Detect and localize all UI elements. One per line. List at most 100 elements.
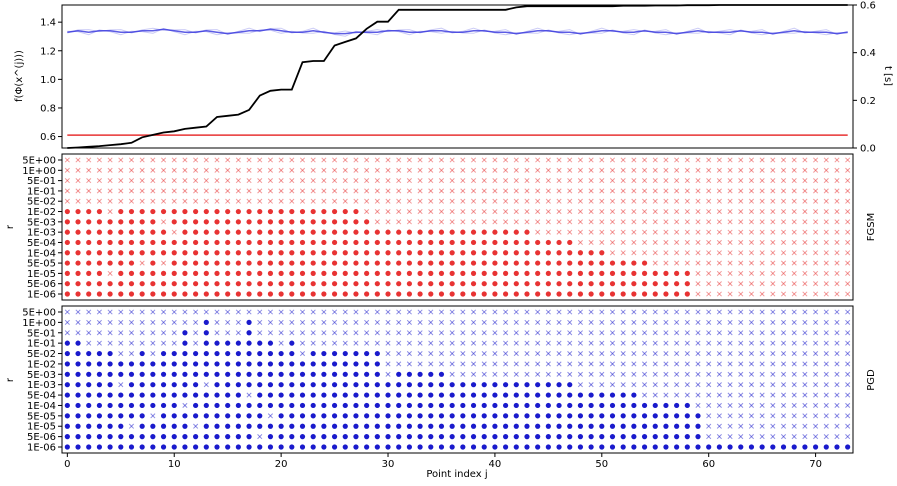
fail-cross bbox=[738, 157, 744, 163]
success-dot bbox=[417, 239, 423, 246]
fail-cross bbox=[759, 260, 765, 266]
success-dot bbox=[257, 402, 263, 409]
fail-cross bbox=[214, 167, 220, 173]
fail-cross bbox=[545, 167, 551, 173]
fail-cross bbox=[332, 340, 338, 346]
fail-cross bbox=[802, 371, 808, 377]
fail-cross bbox=[706, 319, 712, 325]
fail-cross bbox=[160, 167, 167, 173]
fail-cross bbox=[535, 330, 541, 336]
fail-cross bbox=[342, 198, 348, 204]
success-dot bbox=[86, 260, 92, 266]
fail-cross bbox=[748, 229, 755, 235]
success-dot bbox=[470, 239, 477, 246]
fail-cross bbox=[193, 330, 199, 336]
success-dot bbox=[567, 423, 573, 429]
success-dot bbox=[150, 239, 156, 246]
fail-cross bbox=[780, 434, 787, 440]
success-dot bbox=[214, 229, 220, 235]
fail-cross bbox=[780, 392, 787, 398]
fail-cross bbox=[160, 198, 167, 204]
fail-cross bbox=[299, 167, 306, 173]
fail-cross bbox=[834, 423, 840, 429]
fail-cross bbox=[193, 423, 199, 429]
fail-cross bbox=[845, 188, 851, 194]
success-dot bbox=[193, 392, 199, 398]
success-dot bbox=[364, 402, 370, 409]
fail-cross bbox=[577, 340, 583, 346]
fail-cross bbox=[813, 229, 819, 235]
fail-cross bbox=[513, 219, 519, 225]
fail-cross bbox=[567, 157, 573, 163]
success-dot bbox=[118, 239, 124, 246]
success-dot bbox=[246, 208, 252, 215]
fail-cross bbox=[791, 340, 797, 346]
fail-cross bbox=[727, 350, 733, 357]
success-dot bbox=[257, 250, 263, 256]
success-dot bbox=[556, 423, 562, 429]
success-dot bbox=[75, 260, 81, 266]
fail-cross bbox=[631, 157, 637, 163]
fail-cross bbox=[86, 167, 92, 173]
success-dot bbox=[139, 423, 145, 429]
success-dot bbox=[107, 281, 113, 287]
fail-cross bbox=[396, 167, 402, 173]
success-dot bbox=[556, 382, 562, 388]
success-dot bbox=[470, 250, 477, 256]
y-tick-label: 1E-03 bbox=[27, 228, 56, 239]
success-dot bbox=[417, 270, 423, 276]
success-dot bbox=[139, 219, 145, 225]
fail-cross bbox=[716, 309, 722, 315]
fail-cross bbox=[406, 167, 412, 173]
success-dot bbox=[257, 423, 263, 429]
success-dot bbox=[246, 402, 252, 409]
success-dot bbox=[545, 392, 551, 398]
fail-cross bbox=[791, 198, 797, 204]
fail-cross bbox=[513, 208, 519, 215]
fail-cross bbox=[588, 157, 594, 163]
fail-cross bbox=[652, 260, 658, 266]
fail-cross bbox=[470, 319, 477, 325]
success-dot bbox=[599, 402, 605, 409]
fail-cross bbox=[813, 371, 819, 377]
success-dot bbox=[353, 250, 359, 256]
fail-cross bbox=[813, 434, 819, 440]
success-dot bbox=[64, 382, 70, 388]
fail-cross bbox=[417, 188, 423, 194]
fail-cross bbox=[107, 319, 113, 325]
success-dot bbox=[481, 402, 487, 409]
fail-cross bbox=[738, 270, 744, 276]
fail-cross bbox=[150, 167, 156, 173]
fail-cross bbox=[727, 402, 733, 409]
fail-cross bbox=[481, 157, 487, 163]
success-dot bbox=[631, 291, 637, 297]
success-dot bbox=[278, 434, 284, 440]
fail-cross bbox=[278, 319, 284, 325]
fail-cross bbox=[620, 319, 626, 325]
success-dot bbox=[257, 382, 263, 388]
y-tick-label: 5E-04 bbox=[27, 238, 56, 249]
fail-cross bbox=[118, 167, 124, 173]
fail-cross bbox=[716, 208, 722, 215]
success-dot bbox=[609, 444, 616, 450]
fail-cross bbox=[652, 178, 658, 184]
fail-cross bbox=[748, 208, 755, 215]
fail-cross bbox=[695, 178, 701, 184]
fail-cross bbox=[738, 281, 744, 287]
success-dot bbox=[160, 291, 167, 297]
fail-cross bbox=[545, 319, 551, 325]
fail-cross bbox=[823, 219, 829, 225]
success-dot bbox=[182, 239, 188, 246]
fail-cross bbox=[674, 188, 680, 194]
fail-cross bbox=[620, 198, 626, 204]
fgsm-title: FGSM bbox=[866, 213, 877, 241]
success-dot bbox=[257, 219, 263, 225]
success-dot bbox=[171, 208, 177, 215]
success-dot bbox=[770, 444, 776, 450]
series-line-0 bbox=[67, 28, 848, 35]
fail-cross bbox=[813, 330, 819, 336]
success-dot bbox=[267, 219, 274, 225]
fail-cross bbox=[748, 350, 755, 357]
fail-cross bbox=[385, 361, 391, 367]
fail-cross bbox=[428, 340, 434, 346]
